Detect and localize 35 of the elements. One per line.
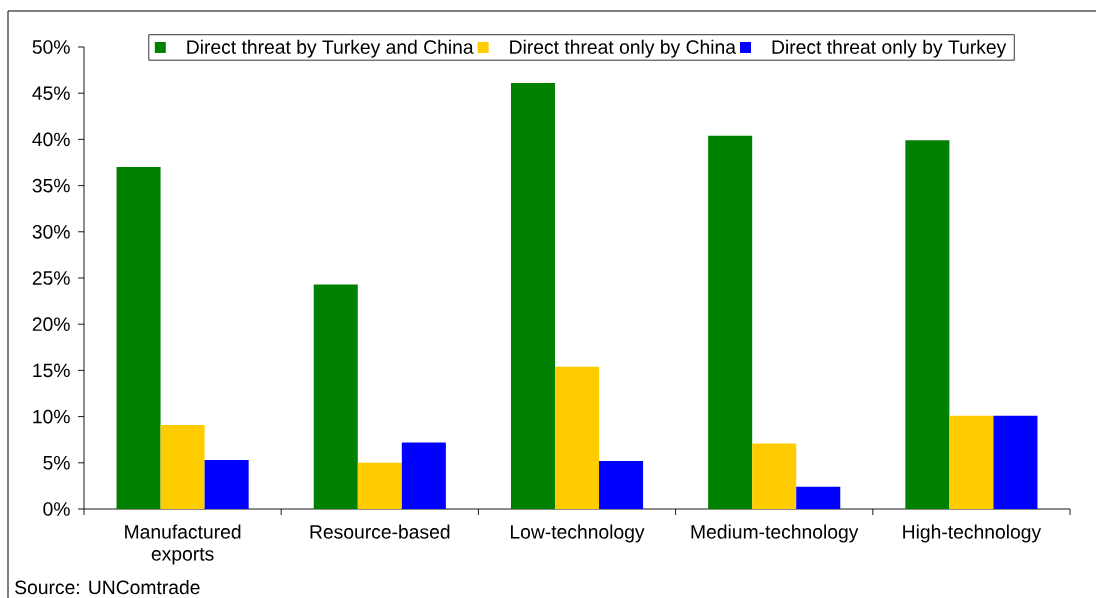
x-tick-label: Medium-technology	[691, 524, 859, 543]
bar	[796, 486, 841, 509]
y-tick-label: 30%	[32, 224, 70, 239]
bar	[554, 366, 600, 509]
x-tick-label: Resource-based	[310, 524, 450, 539]
y-tick-label: 10%	[33, 409, 70, 424]
y-tick-label: 35%	[32, 178, 70, 193]
y-tick-label: 50%	[32, 40, 70, 54]
bar	[708, 135, 753, 509]
legend-label: Direct threat only by China	[510, 39, 736, 58]
bar	[905, 140, 950, 509]
bar	[993, 415, 1038, 509]
x-tick-label: Low-technology	[510, 524, 645, 543]
y-tick-label: 40%	[32, 132, 70, 147]
bar	[510, 83, 555, 509]
y-tick-label: 0%	[43, 502, 70, 516]
bar	[160, 424, 205, 509]
bar	[204, 460, 249, 509]
bar	[357, 462, 402, 509]
bar	[752, 443, 797, 509]
legend-label: Direct threat by Turkey and China	[187, 39, 474, 58]
bar	[599, 460, 644, 509]
y-tick-label: 20%	[32, 317, 70, 332]
x-tick-label: Manufactured exports	[125, 524, 241, 565]
y-tick-label: 45%	[32, 86, 70, 100]
x-tick-label: High-technology	[903, 524, 1042, 543]
bar	[401, 442, 446, 509]
source-note: Source: UNComtrade	[15, 580, 200, 595]
bar	[116, 167, 161, 509]
bar	[313, 284, 358, 509]
y-tick-label: 15%	[33, 363, 70, 378]
y-tick-label: 25%	[32, 271, 70, 285]
y-tick-label: 5%	[43, 456, 70, 470]
legend-label: Direct threat only by Turkey	[772, 39, 1007, 58]
bar	[949, 415, 994, 509]
